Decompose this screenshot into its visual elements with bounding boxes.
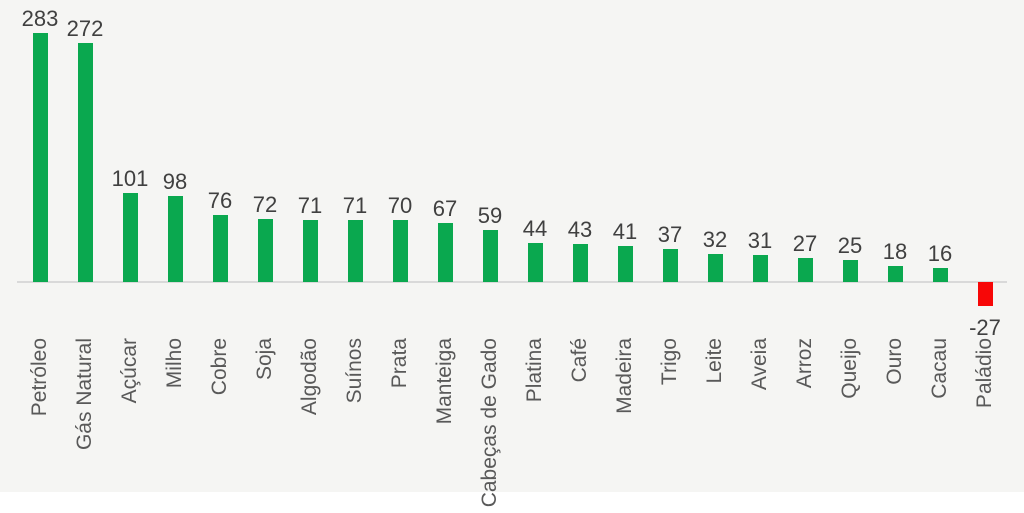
x-axis-label: Platina [523,338,546,403]
x-axis-label: Arroz [793,338,816,389]
value-label: 18 [882,239,908,265]
value-label: 76 [207,188,233,214]
value-label: 32 [702,226,728,252]
x-axis-label: Aveia [748,338,771,391]
bar [932,267,948,282]
bar [77,42,93,282]
bar [887,266,903,282]
value-label: 101 [111,166,149,192]
x-axis-label: Suínos [343,338,366,404]
bar [797,258,813,282]
x-axis-label: Leite [703,338,726,384]
bar [257,218,273,282]
value-label: -27 [969,314,1001,340]
value-label: 71 [297,192,323,218]
x-axis-label: Cabeças de Gado [478,338,501,508]
x-axis-label: Milho [163,338,186,389]
bar [977,282,993,306]
value-label: 37 [657,222,683,248]
value-label: 98 [162,168,188,194]
x-axis-label: Café [568,338,591,383]
x-axis-label: Cobre [208,338,231,396]
bar [122,193,138,282]
value-label: 70 [387,193,413,219]
bar [347,219,363,282]
bar [662,249,678,282]
value-label: 41 [612,218,638,244]
bar [572,244,588,282]
value-label: 272 [66,15,104,41]
value-label: 31 [747,227,773,253]
x-axis-label: Petróleo [28,338,51,417]
value-label: 71 [342,192,368,218]
x-axis-line [17,281,1007,283]
bar [437,223,453,282]
value-label: 27 [792,231,818,257]
x-axis-label: Cacau [928,338,951,399]
value-label: 44 [522,216,548,242]
x-axis-label: Paládio [973,338,996,409]
x-axis-label: Manteiga [433,338,456,425]
bar [302,219,318,282]
bar [752,254,768,282]
value-label: 283 [21,5,59,31]
value-label: 25 [837,233,863,258]
bar [167,195,183,282]
bar [707,253,723,282]
bar [527,243,543,282]
x-axis-label: Soja [253,338,276,381]
x-axis-label: Ouro [883,338,906,385]
bar [32,32,48,282]
value-label: 43 [567,217,593,243]
x-axis-label: Madeira [613,338,636,414]
bar [842,260,858,282]
x-axis-label: Gás Natural [73,338,96,451]
bar [482,230,498,282]
x-axis-label: Algodão [298,338,321,416]
value-label: 67 [432,196,458,222]
x-axis-label: Queijo [838,338,861,399]
bar [392,220,408,282]
bar [212,215,228,282]
x-axis-label: Açúcar [118,338,141,404]
bar [617,245,633,282]
x-axis-label: Prata [388,338,411,389]
x-axis-label: Trigo [658,338,681,386]
value-label: 59 [477,203,503,229]
value-label: 72 [252,191,278,217]
value-label: 16 [927,240,953,266]
